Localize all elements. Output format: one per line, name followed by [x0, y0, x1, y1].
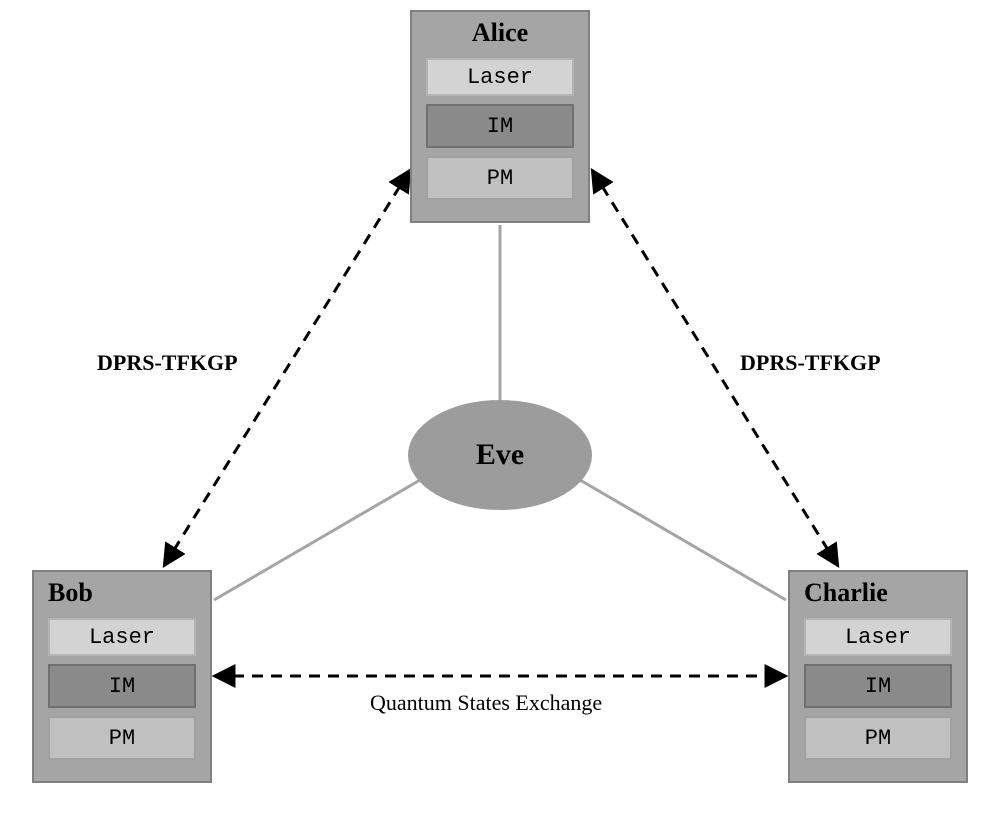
edge-label-alice-charlie: DPRS-TFKGP	[740, 350, 881, 376]
party-charlie: Charlie Laser IM PM	[788, 570, 968, 783]
party-title: Charlie	[804, 578, 888, 608]
edge-label-alice-bob: DPRS-TFKGP	[97, 350, 238, 376]
party-bob: Bob Laser IM PM	[32, 570, 212, 783]
im-module: IM	[426, 104, 574, 148]
laser-module: Laser	[426, 58, 574, 96]
pm-module: PM	[804, 716, 952, 760]
laser-module: Laser	[48, 618, 196, 656]
laser-module: Laser	[804, 618, 952, 656]
pm-module: PM	[48, 716, 196, 760]
party-title: Alice	[472, 18, 528, 48]
party-alice: Alice Laser IM PM	[410, 10, 590, 223]
party-title: Bob	[48, 578, 93, 608]
pm-module: PM	[426, 156, 574, 200]
edge-label-bob-charlie: Quantum States Exchange	[370, 690, 602, 716]
im-module: IM	[48, 664, 196, 708]
eve-label: Eve	[408, 400, 592, 510]
im-module: IM	[804, 664, 952, 708]
